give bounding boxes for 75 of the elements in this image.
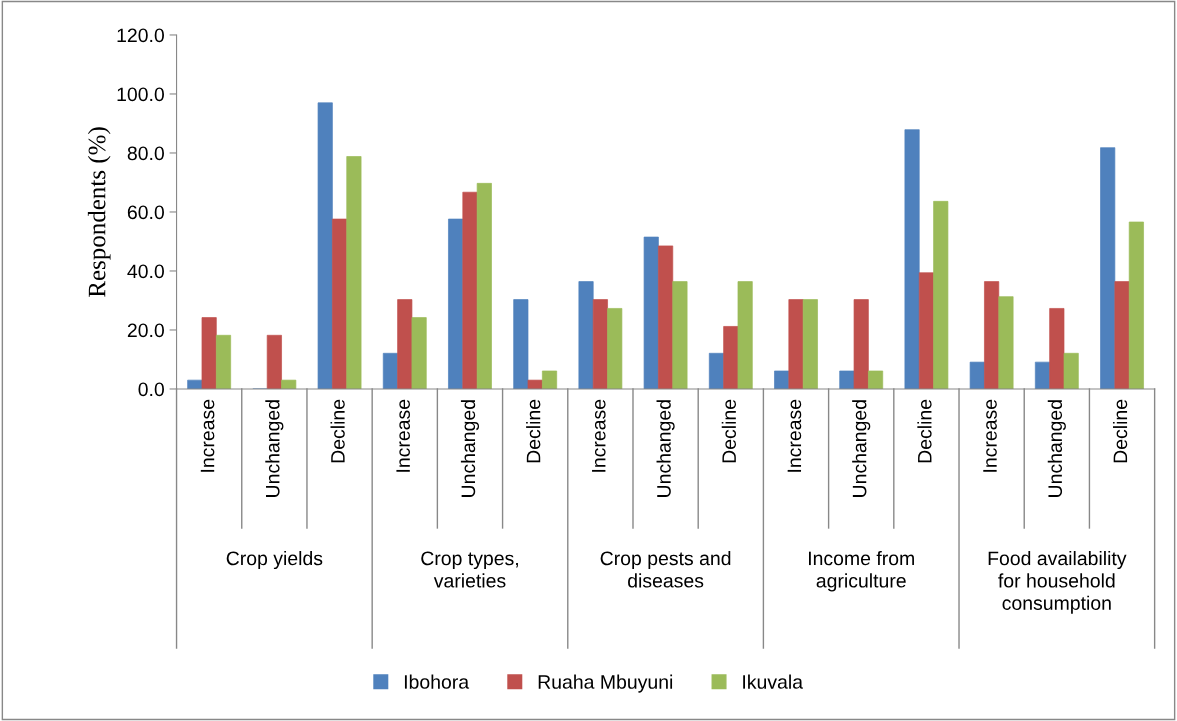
y-tick-label: 0.0 — [138, 382, 164, 397]
bar — [643, 236, 659, 389]
bar — [1128, 221, 1144, 389]
y-tick-label: 40.0 — [127, 264, 164, 279]
bar — [788, 299, 804, 389]
bar — [998, 296, 1014, 389]
bar — [266, 334, 282, 389]
text: Crop yields — [226, 550, 323, 570]
x-tick-label: Unchanged — [1047, 400, 1066, 497]
bar — [918, 272, 934, 389]
bar — [397, 299, 413, 389]
bar — [1034, 361, 1051, 389]
bar — [448, 218, 464, 389]
y-tick-label: 100.0 — [117, 87, 164, 102]
x-tick-label: Decline — [526, 399, 541, 463]
text: Food availability for household consumption — [988, 550, 1127, 614]
legend-label: Ruaha Mbuyuni — [538, 674, 673, 693]
bar — [723, 326, 739, 389]
x-tick-label: Increase — [983, 399, 997, 472]
text: Crop types, varieties — [421, 551, 518, 588]
x-tick-label: Decline — [721, 399, 737, 463]
bar — [1100, 147, 1116, 389]
x-tick-label: Increase — [396, 399, 410, 472]
text: Crop pests and diseases — [600, 550, 731, 588]
bar — [317, 102, 333, 389]
bar — [774, 370, 790, 389]
bar — [802, 299, 818, 389]
bar — [737, 281, 753, 389]
bar — [411, 317, 427, 389]
bar — [332, 218, 348, 389]
bar — [1049, 308, 1065, 389]
bar — [984, 281, 1000, 389]
bar — [672, 281, 688, 389]
bar — [969, 361, 985, 389]
bar — [462, 191, 478, 389]
bar — [868, 370, 884, 389]
bar — [933, 201, 949, 389]
y-tick-label: 120.0 — [117, 28, 164, 43]
bar — [592, 299, 608, 389]
x-tick-label: Increase — [787, 399, 802, 472]
bar — [476, 183, 492, 389]
bar — [578, 281, 594, 389]
bar — [904, 129, 920, 389]
y-axis-title: Respondents (%) — [87, 127, 111, 298]
legend-label: Ikuvala — [743, 674, 804, 689]
bar — [1114, 281, 1130, 389]
x-tick-label: Increase — [200, 399, 215, 472]
bar — [658, 245, 674, 389]
x-tick-label: Decline — [917, 399, 932, 463]
bar — [839, 370, 855, 389]
bar — [281, 379, 297, 389]
text: Income from agriculture — [808, 551, 914, 592]
x-tick-label: Unchanged — [656, 400, 675, 497]
x-tick-label: Increase — [592, 399, 606, 472]
x-tick-label: Unchanged — [265, 400, 284, 497]
x-tick-label: Decline — [330, 399, 345, 463]
bar — [607, 308, 623, 389]
bar — [215, 334, 232, 389]
bar — [187, 379, 203, 389]
x-tick-label: Unchanged — [460, 400, 480, 497]
bar — [708, 352, 724, 389]
x-tick-label: Decline — [1112, 399, 1128, 463]
bar — [513, 299, 529, 389]
legend-label: Ibohora — [404, 674, 470, 689]
bar — [382, 352, 398, 389]
bar — [201, 317, 217, 389]
y-tick-label: 60.0 — [127, 205, 164, 220]
bar — [853, 299, 869, 389]
bar — [346, 156, 362, 389]
y-tick-label: 80.0 — [127, 146, 164, 161]
y-tick-label: 20.0 — [127, 323, 164, 338]
bar — [1063, 352, 1079, 389]
bar — [542, 370, 558, 389]
bar — [527, 379, 543, 389]
x-tick-label: Unchanged — [852, 400, 871, 497]
